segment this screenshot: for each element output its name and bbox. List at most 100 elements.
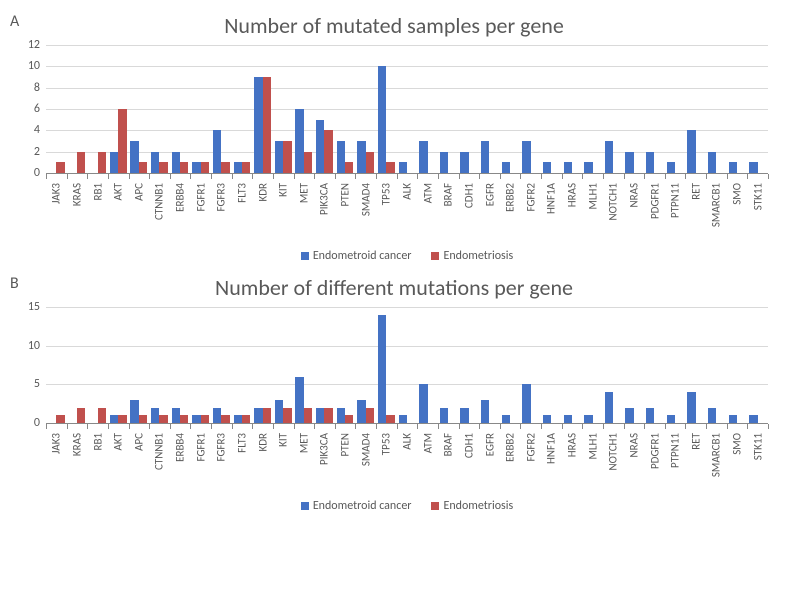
bar-group (562, 45, 583, 173)
bar-group (87, 45, 108, 173)
bar-group (87, 307, 108, 423)
bar-series1 (337, 141, 345, 173)
bar-series2 (304, 152, 312, 173)
bar-series1 (440, 152, 448, 173)
bar-series2 (201, 415, 209, 423)
panel-b: BNumber of different mutations per gene0… (10, 274, 778, 514)
y-tick-label: 10 (28, 339, 46, 353)
bar-group (624, 45, 645, 173)
bar-series1 (151, 152, 159, 173)
bar-group (211, 307, 232, 423)
bar-group (685, 307, 706, 423)
bar-group (294, 45, 315, 173)
bar-series1 (749, 162, 757, 173)
bars-container (46, 307, 768, 423)
bar-group (582, 45, 603, 173)
x-axis-label: SMAD4 (359, 433, 372, 466)
bar-series1 (584, 162, 592, 173)
x-axis-label: ATM (421, 183, 434, 203)
x-axis-label: NOTCH1 (607, 183, 620, 221)
x-axis-label: PTEN (339, 183, 352, 206)
bar-group (232, 307, 253, 423)
x-labels: JAK3KRASRB1AKTAPCCTNNB1ERBB4FGFR1FGFR3FL… (46, 429, 768, 497)
legend-swatch (301, 252, 309, 260)
x-axis-label: RB1 (91, 183, 104, 201)
legend-swatch (301, 502, 309, 510)
bar-series1 (605, 392, 613, 423)
x-axis-label: STK11 (751, 433, 764, 460)
bar-series1 (522, 141, 530, 173)
bar-series1 (729, 162, 737, 173)
x-axis-label: CTNNB1 (153, 433, 166, 470)
x-axis-label: KIT (277, 433, 290, 447)
bar-group (67, 307, 88, 423)
bar-group (67, 45, 88, 173)
legend-label: Endometroid cancer (313, 499, 412, 513)
bar-series1 (522, 384, 530, 423)
bar-series1 (481, 141, 489, 173)
bar-series2 (242, 162, 250, 173)
x-axis-label: RB1 (91, 433, 104, 451)
bar-series1 (213, 408, 221, 423)
bar-series2 (98, 152, 106, 173)
x-axis-label: MET (297, 433, 310, 453)
x-axis-label: FGFR1 (194, 183, 207, 212)
bar-series1 (357, 141, 365, 173)
x-axis-label: ALK (401, 183, 414, 200)
x-axis-label: HNF1A (545, 433, 558, 464)
x-axis-label: RET (689, 433, 702, 450)
bar-group (417, 45, 438, 173)
x-axis-label: RET (689, 183, 702, 200)
bar-group (211, 45, 232, 173)
bar-series1 (749, 415, 757, 423)
x-axis-label: HNF1A (545, 183, 558, 214)
bar-group (108, 307, 129, 423)
legend-item-series1: Endometroid cancer (301, 249, 412, 263)
bar-group (727, 307, 748, 423)
bar-series1 (584, 415, 592, 423)
legend: Endometroid cancer Endometriosis (46, 499, 768, 514)
x-axis-label: HRAS (566, 183, 579, 207)
bar-series1 (295, 109, 303, 173)
bar-group (149, 45, 170, 173)
x-axis-label: CTNNB1 (153, 183, 166, 220)
bar-group (747, 307, 768, 423)
bar-series1 (192, 162, 200, 173)
x-axis-label: PDGFR1 (648, 183, 661, 219)
bar-series1 (357, 400, 365, 423)
x-axis-label: TP53 (380, 433, 393, 455)
x-axis-label: FGFR3 (215, 433, 228, 462)
bar-series1 (646, 408, 654, 423)
x-axis-label: SMARCB1 (710, 433, 723, 477)
bar-group (727, 45, 748, 173)
y-tick-label: 4 (34, 123, 46, 137)
y-tick-label: 0 (34, 166, 46, 180)
x-axis-label: TP53 (380, 183, 393, 205)
x-axis-label: ATM (421, 433, 434, 453)
x-axis-label: HRAS (566, 433, 579, 457)
x-axis-label: MET (297, 183, 310, 203)
bar-series1 (687, 130, 695, 173)
bar-series1 (378, 66, 386, 173)
chart-area: 051015JAK3KRASRB1AKTAPCCTNNB1ERBB4FGFR1F… (46, 307, 768, 514)
bar-group (624, 307, 645, 423)
x-axis-label: KRAS (70, 433, 83, 456)
bar-series2 (98, 408, 106, 423)
x-axis-label: NOTCH1 (607, 433, 620, 471)
x-axis-label: APC (132, 183, 145, 201)
bar-series2 (221, 162, 229, 173)
x-axis-label: CDH1 (462, 183, 475, 208)
y-tick-label: 0 (34, 416, 46, 430)
x-axis-label: APC (132, 433, 145, 451)
legend-item-series2: Endometriosis (431, 499, 513, 513)
x-axis-label: EGFR (483, 433, 496, 456)
panel-a: ANumber of mutated samples per gene02468… (10, 12, 778, 264)
bar-series1 (234, 415, 242, 423)
bar-series2 (263, 408, 271, 423)
bar-group (273, 307, 294, 423)
bar-group (459, 45, 480, 173)
bar-group (273, 45, 294, 173)
bar-group (149, 307, 170, 423)
x-axis-label: PTPN11 (669, 433, 682, 468)
bar-series2 (139, 162, 147, 173)
